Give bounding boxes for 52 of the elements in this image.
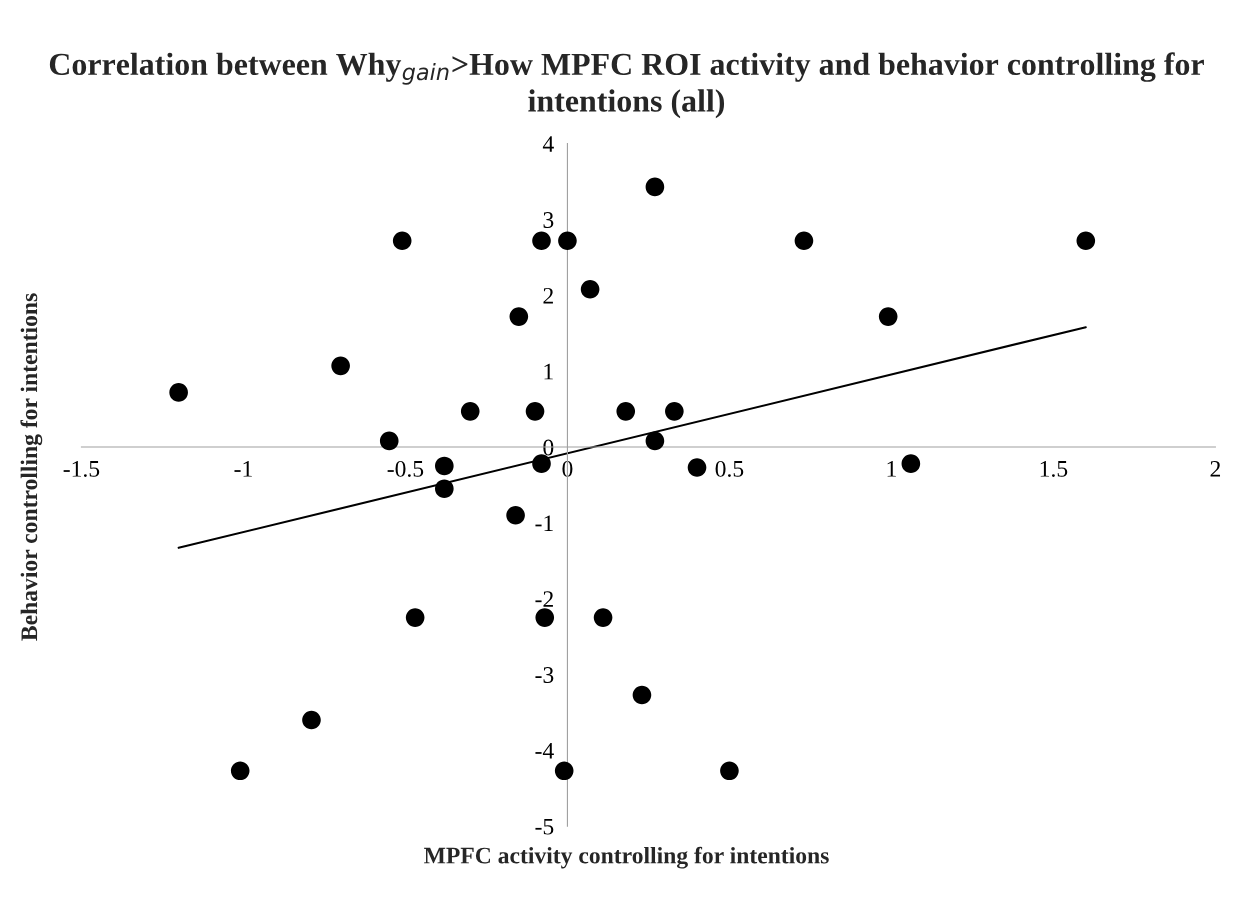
point (616, 402, 636, 421)
y-tick-label: -1 (535, 515, 553, 532)
y-axis-title: Behavior controlling for intentions (20, 293, 43, 641)
point (794, 231, 814, 251)
y-tick-label: 0 (543, 439, 554, 456)
x-tick-label: 0 (562, 460, 573, 477)
point (331, 356, 350, 376)
point (535, 608, 555, 627)
point (302, 710, 321, 730)
point (392, 231, 412, 251)
y-tick-label: 2 (543, 287, 553, 304)
y-tick-label: 4 (542, 136, 554, 152)
point (554, 761, 574, 781)
point (632, 685, 652, 705)
point (1076, 231, 1096, 251)
point (405, 608, 425, 627)
y-tick-label: -4 (535, 742, 554, 759)
x-tick-label: -1 (234, 461, 252, 477)
point (509, 307, 529, 326)
x-axis-title: MPFC activity controlling for intentions (424, 846, 829, 869)
y-tick-label: 1 (544, 363, 553, 380)
x-tick-label: -0.5 (387, 460, 424, 477)
y-tick-label: 3 (543, 212, 554, 228)
point (593, 608, 613, 627)
chart-title: Correlation between Why$_{gain}$>How MPFC ROI activity and behavior controlling for intentions (all) (49, 52, 1204, 119)
point (645, 431, 665, 451)
point (645, 177, 665, 197)
y-tick-label: -3 (535, 667, 554, 683)
point (460, 402, 480, 421)
point (435, 479, 454, 499)
point (901, 454, 921, 473)
point (506, 505, 525, 525)
y-tick-label: -5 (535, 818, 554, 835)
x-tick-label: -1.5 (63, 461, 100, 477)
point (687, 458, 707, 477)
point (720, 761, 739, 781)
x-tick-label: 1 (887, 461, 896, 477)
point (435, 456, 454, 476)
point (532, 454, 551, 473)
point (580, 279, 600, 299)
point (665, 402, 684, 421)
point (230, 761, 250, 781)
y-tick-label: -2 (535, 591, 553, 607)
x-tick-label: 0.5 (715, 460, 744, 477)
point (532, 231, 551, 251)
point (379, 431, 399, 451)
point (878, 307, 898, 326)
x-tick-label: 2 (1210, 460, 1221, 477)
x-tick-label: 1.5 (1040, 461, 1068, 477)
point (525, 402, 545, 421)
point (558, 231, 577, 251)
point (169, 383, 188, 402)
